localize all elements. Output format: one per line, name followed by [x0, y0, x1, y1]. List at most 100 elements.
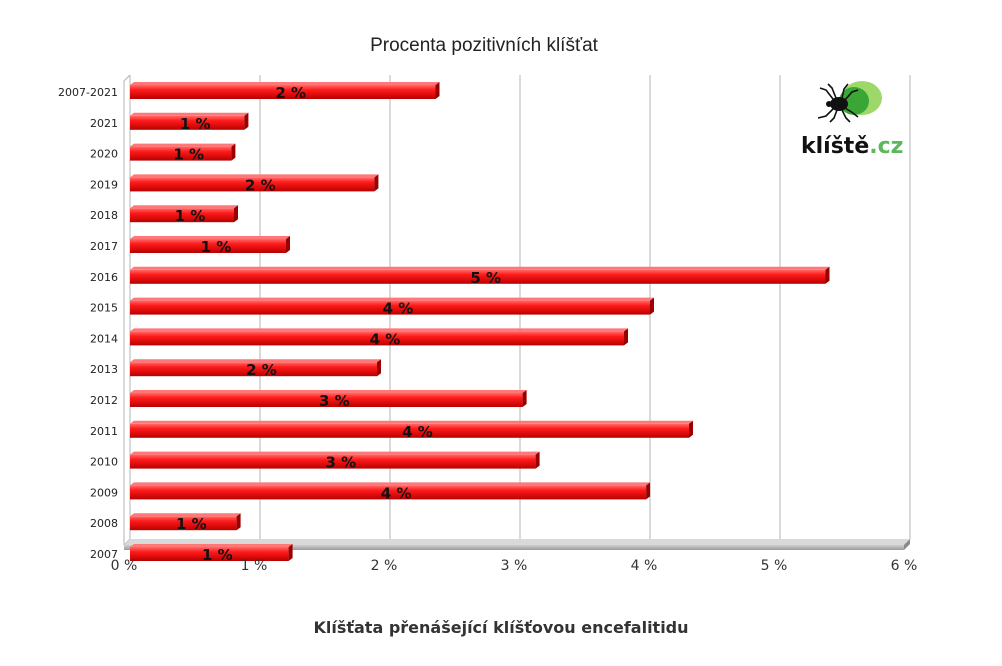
bar — [130, 420, 693, 438]
bar-front — [130, 300, 650, 315]
data-label: 3 % — [319, 392, 350, 410]
bar-top — [130, 297, 654, 301]
category-label: 2018 — [90, 209, 118, 222]
bar-top — [130, 544, 293, 547]
bar-front — [130, 331, 624, 346]
bar-front — [130, 115, 245, 130]
bars: 2 % 1 % 1 % 2 % 1 % 1 % 5 % 4 % 4 % 2 % 3 % 4 % 3 % 4… — [130, 82, 830, 564]
bar-top — [130, 359, 381, 363]
bar-end — [377, 359, 381, 377]
data-label: 2 % — [246, 361, 277, 379]
data-label: 2 % — [245, 176, 276, 194]
category-label: 2009 — [90, 486, 118, 499]
data-label: 1 % — [175, 207, 206, 225]
x-tick-label: 2 % — [371, 558, 398, 574]
bar-front — [130, 454, 536, 469]
data-label: 5 % — [470, 269, 501, 287]
bar-front — [130, 516, 237, 531]
chart-wall-top — [123, 74, 131, 82]
x-tick-label: 6 % — [891, 558, 918, 574]
category-label: 2015 — [90, 302, 118, 315]
bar-end — [522, 390, 527, 407]
logo-text: klíště.cz — [801, 134, 903, 159]
bar-front — [130, 547, 289, 561]
chart-title: Procenta pozitivních klíšťat — [370, 35, 599, 56]
data-label: 4 % — [381, 484, 412, 502]
bar — [130, 266, 830, 284]
bar-end — [244, 112, 249, 130]
category-label: 2008 — [90, 517, 118, 530]
bar-top — [130, 420, 693, 424]
bar-end — [236, 513, 241, 531]
bar-end — [234, 205, 238, 223]
bar — [130, 297, 654, 315]
bar-chart: Procenta pozitivních klíšťat 2 % 1 % 1 % 2 … — [58, 35, 918, 574]
bar — [130, 143, 236, 161]
bar-front — [130, 239, 286, 253]
x-tick-labels: 0 % 1 % 2 % 3 % 4 % 5 % 6 % — [111, 558, 918, 574]
category-label: 2017 — [90, 240, 118, 253]
category-labels: 2007-2021 2021 2020 2019 2018 2017 2016 2015 201… — [58, 86, 118, 561]
bar-end — [286, 236, 290, 253]
category-label: 2013 — [90, 363, 118, 376]
bar-end — [231, 143, 236, 161]
bar-top — [130, 390, 527, 393]
category-label: 2007-2021 — [58, 86, 118, 99]
bar-end — [535, 451, 540, 469]
bar-end — [374, 174, 379, 192]
data-label: 1 % — [176, 515, 207, 533]
bar — [130, 513, 241, 531]
bar-end — [624, 328, 628, 346]
bar-front — [130, 85, 436, 99]
data-label: 1 % — [202, 546, 233, 564]
floor-top — [124, 539, 910, 545]
data-label: 4 % — [370, 330, 401, 348]
x-tick-label: 1 % — [241, 558, 268, 574]
bar-top — [130, 205, 238, 209]
bar-top — [130, 266, 830, 270]
category-label: 2016 — [90, 271, 118, 284]
bar-end — [689, 420, 693, 438]
data-label: 4 % — [402, 423, 433, 441]
floor-side — [904, 539, 910, 550]
x-tick-label: 3 % — [501, 558, 528, 574]
bar-top — [130, 112, 249, 116]
data-label: 1 % — [173, 146, 204, 164]
bar — [130, 236, 290, 253]
data-label: 1 % — [201, 238, 232, 256]
data-label: 4 % — [383, 300, 414, 318]
bar-front — [130, 269, 826, 284]
bar-top — [130, 174, 379, 178]
category-label: 2014 — [90, 332, 118, 345]
bar-front — [130, 485, 647, 500]
data-label: 1 % — [180, 115, 211, 133]
chart-floor — [124, 539, 910, 550]
category-label: 2021 — [90, 117, 118, 130]
bar-end — [435, 82, 440, 99]
figure-caption: Klíšťata přenášející klíšťovou encefalit… — [313, 618, 689, 637]
floor-front — [124, 545, 904, 550]
bar — [130, 359, 381, 377]
bar-end — [288, 544, 293, 561]
bar — [130, 82, 440, 99]
data-label: 2 % — [275, 84, 306, 102]
x-tick-label: 4 % — [631, 558, 658, 574]
kliste-logo: klíště.cz — [801, 81, 903, 159]
chart-container: Procenta pozitivních klíšťat 2 % 1 % 1 % 2 … — [58, 35, 918, 574]
bar — [130, 482, 651, 500]
bar-front — [130, 423, 689, 438]
category-label: 2019 — [90, 178, 118, 191]
bar-top — [130, 451, 540, 455]
category-label: 2012 — [90, 394, 118, 407]
bar — [130, 390, 527, 407]
bar-front — [130, 362, 377, 377]
category-label: 2011 — [90, 425, 118, 438]
bar-end — [825, 266, 830, 284]
category-label: 2007 — [90, 548, 118, 561]
bar-top — [130, 328, 628, 332]
bar-end — [646, 482, 651, 500]
bar-top — [130, 236, 290, 239]
bar-top — [130, 143, 236, 147]
category-label: 2020 — [90, 148, 118, 161]
bar-front — [130, 208, 234, 223]
